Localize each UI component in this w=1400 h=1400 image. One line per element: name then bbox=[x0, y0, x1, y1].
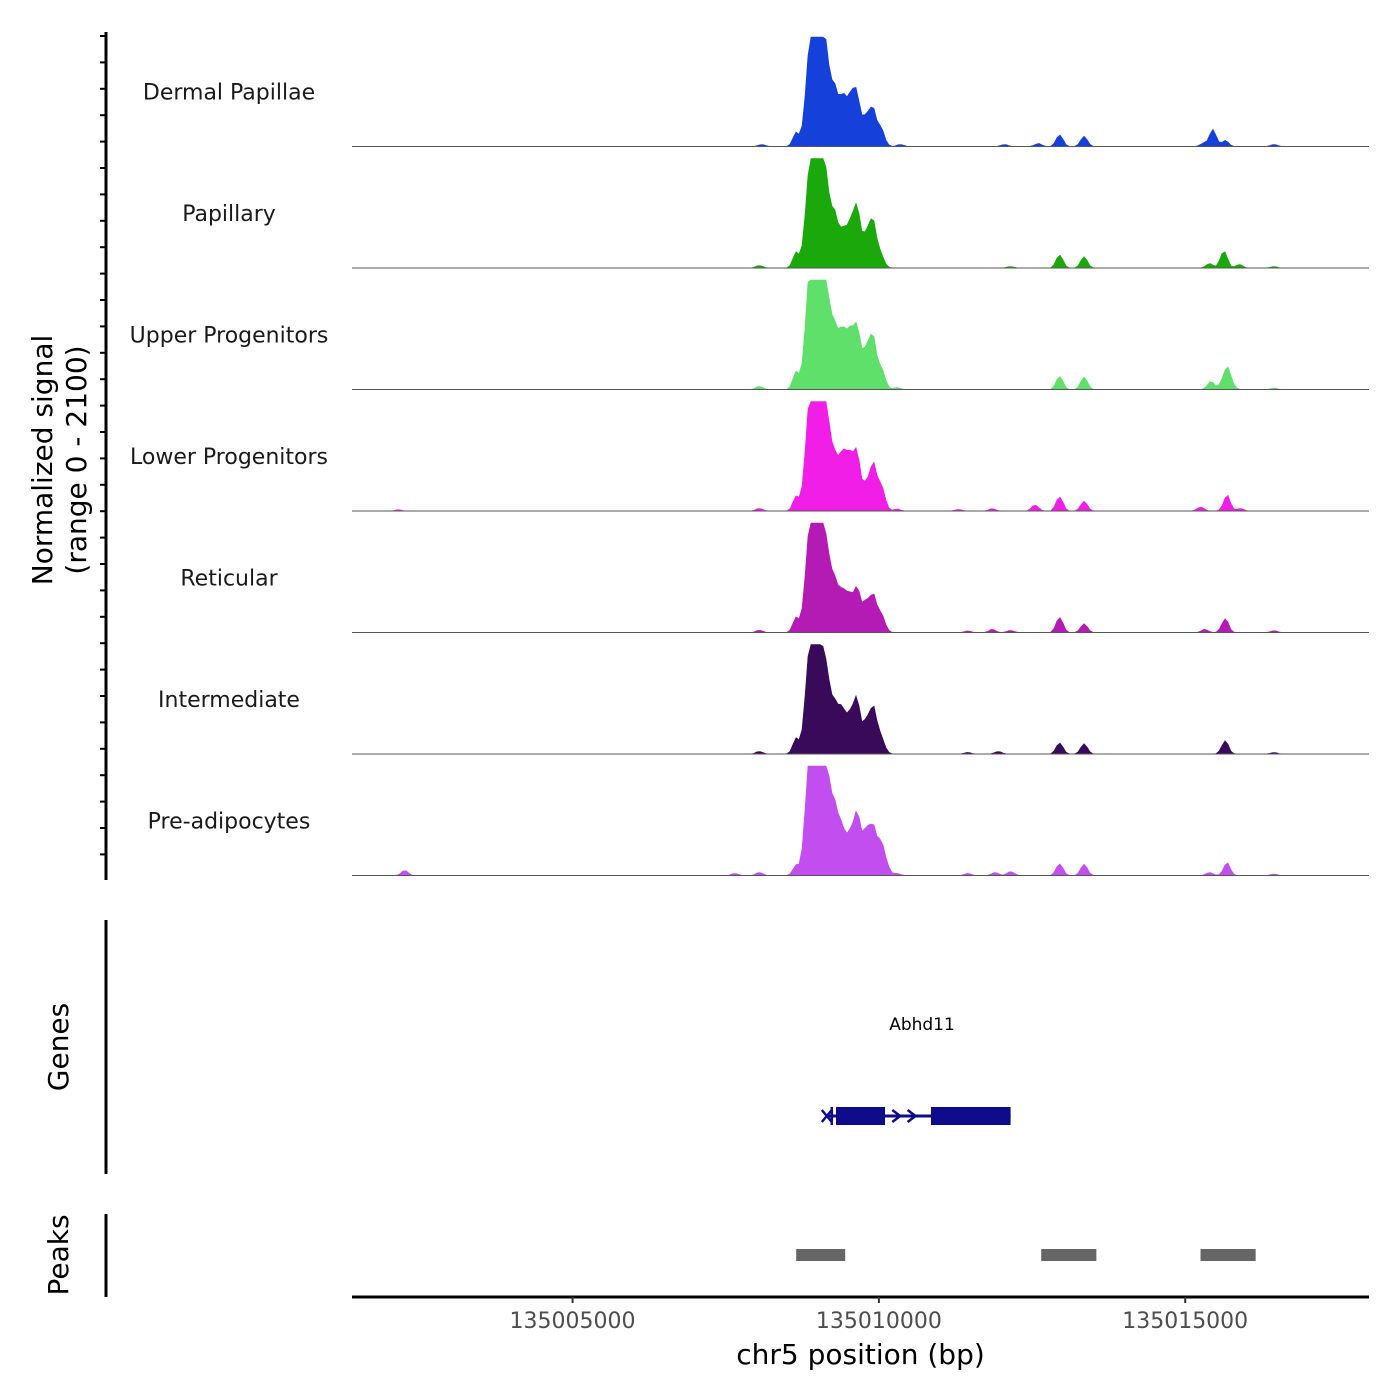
coverage-area bbox=[352, 279, 1369, 390]
track-reticular: Reticular bbox=[180, 522, 1369, 633]
gene-exon bbox=[930, 1107, 1011, 1125]
y-axis-title-line: Normalized signal bbox=[26, 335, 59, 586]
peak-region bbox=[1041, 1249, 1097, 1261]
genes-title: Genes bbox=[42, 1003, 75, 1091]
strand-arrow bbox=[891, 1109, 903, 1123]
coverage-area bbox=[352, 765, 1369, 876]
genes-panel: Genes Abhd11 bbox=[42, 920, 1011, 1174]
peaks-panel: Peaks bbox=[42, 1214, 1256, 1297]
track-label: Upper Progenitors bbox=[130, 324, 329, 349]
track-pre-adipocytes: Pre-adipocytes bbox=[148, 765, 1369, 876]
peaks-title: Peaks bbox=[42, 1214, 75, 1295]
x-tick-label: 135010000 bbox=[816, 1309, 942, 1334]
x-tick-label: 135005000 bbox=[510, 1309, 636, 1334]
coverage-area bbox=[352, 522, 1369, 633]
peak-region bbox=[796, 1249, 846, 1261]
coverage-tracks: Dermal Papillae Papillary Upper Progenitor… bbox=[100, 32, 1369, 880]
gene-exon bbox=[835, 1107, 886, 1125]
track-label: Pre-adipocytes bbox=[148, 810, 311, 835]
strand-arrow bbox=[906, 1109, 918, 1123]
gene-start-marker bbox=[820, 1109, 833, 1123]
track-label: Dermal Papillae bbox=[143, 81, 315, 106]
peak-region bbox=[1200, 1249, 1256, 1261]
track-label: Lower Progenitors bbox=[130, 445, 328, 470]
coverage-area bbox=[352, 158, 1369, 269]
gene-abhd11: Abhd11 bbox=[820, 1015, 1011, 1125]
track-label: Intermediate bbox=[158, 688, 300, 713]
track-dermal-papillae: Dermal Papillae bbox=[143, 36, 1369, 147]
coverage-area bbox=[352, 644, 1369, 755]
track-upper-progenitors: Upper Progenitors bbox=[130, 279, 1369, 390]
track-label: Papillary bbox=[182, 202, 276, 227]
y-axis-title-line: (range 0 - 2100) bbox=[60, 345, 93, 574]
coverage-area bbox=[352, 36, 1369, 147]
x-axis: 135005000 135010000 135015000 chr5 position… bbox=[352, 1295, 1369, 1371]
track-lower-progenitors: Lower Progenitors bbox=[130, 401, 1369, 512]
track-label: Reticular bbox=[180, 567, 278, 592]
track-papillary: Papillary bbox=[182, 158, 1369, 269]
gene-name: Abhd11 bbox=[889, 1015, 955, 1035]
y-axis-title: Normalized signal(range 0 - 2100) bbox=[26, 335, 93, 586]
x-axis-title: chr5 position (bp) bbox=[736, 1338, 985, 1371]
y-axis-label: Normalized signal(range 0 - 2100) bbox=[26, 335, 93, 586]
track-intermediate: Intermediate bbox=[158, 644, 1369, 755]
coverage-area bbox=[352, 401, 1369, 512]
x-tick-label: 135015000 bbox=[1122, 1309, 1248, 1334]
